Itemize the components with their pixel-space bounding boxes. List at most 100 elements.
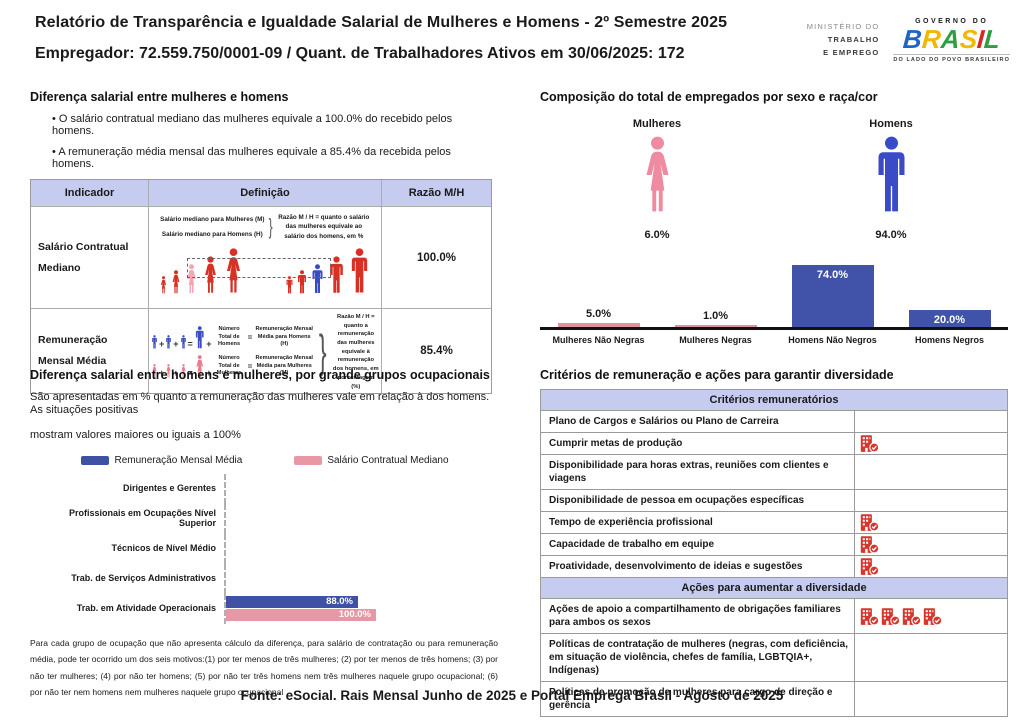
comp-bar-column: 1.0% <box>657 310 774 327</box>
curly-brace-glyph: } <box>319 325 327 378</box>
female-figure-icon <box>181 364 186 378</box>
bar-value: 1.0% <box>702 310 729 322</box>
male-figure-icon <box>312 264 323 294</box>
occupation-row: Profissionais em Ocupações Nível Superio… <box>30 503 500 534</box>
criteria-row: Cumprir metas de produção <box>541 433 1007 455</box>
report-header: Relatório de Transparência e Igualdade S… <box>0 0 1024 86</box>
men-label: Homens <box>869 118 913 130</box>
comp-bar-column: 5.0% <box>540 308 657 327</box>
criteria-check-icons <box>855 634 1007 681</box>
occupational-heading: Diferença salarial entre homens e mulher… <box>30 368 490 382</box>
women-figures-group <box>159 248 245 294</box>
criteria-label: Políticas de promoção de mulheres para c… <box>541 682 855 716</box>
male-figure-icon <box>826 136 956 219</box>
bar-value: 20.0% <box>933 314 966 326</box>
criteria-check-icons <box>855 411 1007 432</box>
bar-category: Homens Não Negros <box>788 335 877 345</box>
brasil-letter: S <box>958 24 979 54</box>
male-figure-icon <box>166 335 172 349</box>
comp-bar-column: 74.0% <box>774 265 891 327</box>
ratio-salario-mediano: 100.0% <box>382 207 491 309</box>
bar-category-labels: Mulheres Não Negras Mulheres Negras Homens… <box>540 335 1008 345</box>
company-check-icon <box>881 607 901 625</box>
people-comparison-diagram <box>153 246 377 294</box>
report-subtitle: Empregador: 72.559.750/0001-09 / Quant. … <box>35 45 685 62</box>
occupation-label: Trab. de Serviços Administrativos <box>71 572 216 583</box>
criteria-check-icons <box>855 556 1007 577</box>
occupation-bars <box>224 563 500 594</box>
gov-logo-block: MINISTÉRIO DO TRABALHO E EMPREGO GOVERNO… <box>807 18 1010 63</box>
criteria-row: Ações de apoio a compartilhamento de obr… <box>541 599 1007 634</box>
criteria-check-icons <box>855 512 1007 533</box>
occupation-label: Trab. em Atividade Operacionais <box>76 602 216 613</box>
equals-glyph: = <box>247 333 253 343</box>
female-figure-icon <box>187 264 196 294</box>
criteria-section: Critérios de remuneração e ações para ga… <box>540 368 1008 717</box>
criteria-check-icons <box>855 534 1007 555</box>
header-titles: Relatório de Transparência e Igualdade S… <box>35 14 727 63</box>
bar-value: 5.0% <box>585 308 612 320</box>
company-check-icon <box>860 558 880 576</box>
occupation-bars <box>224 533 500 564</box>
ratio-remuneracao-media: 85.4% <box>420 345 453 357</box>
brasil-government-logo: GOVERNO DO BRASIL DO LADO DO POVO BRASIL… <box>893 18 1010 63</box>
legend-label: Remuneração Mensal Média <box>114 454 243 466</box>
women-average-formula: + + = + Número Total de Mulheres = Remunera… <box>151 355 313 378</box>
criteria-row: Disponibilidade para horas extras, reuni… <box>541 455 1007 490</box>
occupational-legend: Remuneração Mensal Média Salário Contratu… <box>30 455 500 466</box>
gender-pictogram: Mulheres 6.0% Homens 94.0% <box>540 118 1008 241</box>
female-figure-icon <box>160 276 167 294</box>
salary-difference-section: Diferença salarial entre mulheres e home… <box>30 90 492 394</box>
criteria-row: Disponibilidade de pessoa em ocupações e… <box>541 490 1007 512</box>
brasil-letter: L <box>983 24 1002 54</box>
legend-item: Salário Contratual Mediano <box>294 455 449 466</box>
salary-table: Indicador Definição Razão M/H Salário Co… <box>30 179 492 394</box>
criteria-check-icons <box>855 455 1007 489</box>
occupational-description: São apresentadas em % quanto a remuneraç… <box>30 391 490 442</box>
median-dashed-connector <box>187 258 331 279</box>
brasil-wordmark: BRASIL <box>893 24 1010 54</box>
salary-table-header-razao: Razão M/H <box>382 180 491 207</box>
occupation-bar: 88.0% <box>226 596 358 609</box>
criteria-row: Capacidade de trabalho em equipe <box>541 534 1007 556</box>
indicator-salario-mediano: Salário Contratual Mediano <box>31 207 149 309</box>
report-title: Relatório de Transparência e Igualdade S… <box>35 14 728 31</box>
comp-bar-column: 20.0% <box>891 310 1008 327</box>
salary-bullet: O salário contratual mediano das mulhere… <box>52 113 492 137</box>
occupation-row: Trab. em Atividade Operacionais 88.0% 100.… <box>30 593 500 624</box>
ratio-definition-note: Razão M / H = quanto o salário das mulhe… <box>278 213 370 240</box>
legend-item: Remuneração Mensal Média <box>81 455 242 466</box>
male-figure-icon <box>878 136 904 212</box>
company-check-icon <box>860 514 880 532</box>
male-figure-icon <box>330 256 343 293</box>
company-check-icon <box>860 607 880 625</box>
criteria-label: Ações de apoio a compartilhamento de obr… <box>541 599 855 633</box>
company-check-icon <box>860 435 880 453</box>
occupational-footnote: Para cada grupo de ocupação que não apre… <box>30 637 498 698</box>
female-figure-icon <box>205 256 216 293</box>
criteria-row: Proatividade, desenvolvimento de ideias … <box>541 556 1007 578</box>
salary-table-header-definicao: Definição <box>149 180 382 207</box>
bar-columns: 5.0% 1.0% 74.0% 20.0% <box>540 255 1008 330</box>
female-figure-icon <box>152 364 157 378</box>
criteria-check-icons <box>855 433 1007 454</box>
source-footer: Fonte: eSocial. Rais Mensal Junho de 202… <box>240 688 784 703</box>
female-figure-icon <box>226 248 241 293</box>
bar <box>557 323 640 327</box>
criteria-label: Disponibilidade de pessoa em ocupações e… <box>541 490 855 511</box>
male-figure-icon <box>286 276 293 294</box>
brasil-letter: B <box>902 24 924 54</box>
female-figure-icon <box>592 136 722 219</box>
equals-glyph: = <box>247 362 253 372</box>
composition-section: Composição do total de empregados por se… <box>540 90 1008 345</box>
men-formula-figures: + + = + <box>151 326 212 349</box>
company-check-icon <box>860 536 880 554</box>
men-percentage: 94.0% <box>875 229 907 241</box>
criteria-row: Tempo de experiência profissional <box>541 512 1007 534</box>
legend-swatch <box>294 455 323 465</box>
company-check-icon <box>902 607 922 625</box>
bar: 74.0% <box>791 265 874 327</box>
occupation-bars <box>224 473 500 504</box>
criteria-section-header: Ações para aumentar a diversidade <box>541 578 1007 599</box>
brasil-letter: A <box>939 24 961 54</box>
